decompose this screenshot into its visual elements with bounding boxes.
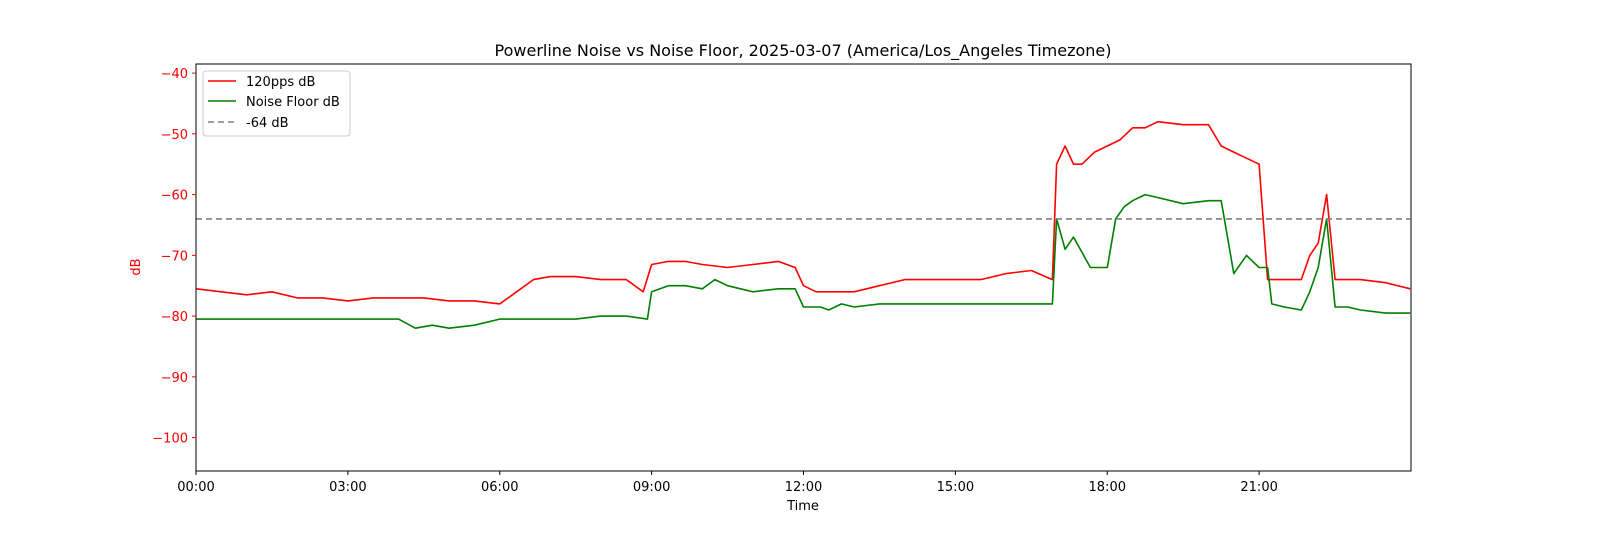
legend-label-reference: -64 dB (246, 116, 289, 131)
legend-label-floor: Noise Floor dB (246, 95, 340, 110)
x-tick-label: 15:00 (937, 480, 974, 495)
y-tick-label: −40 (161, 67, 188, 82)
y-tick-label: −80 (161, 310, 188, 325)
y-axis: −40 −50 −60 −70 −80 −90 −100 (152, 67, 196, 447)
legend: 120pps dB Noise Floor dB -64 dB (202, 70, 351, 137)
x-tick-label: 00:00 (177, 480, 214, 495)
x-axis-label: Time (786, 499, 819, 514)
series-layer (195, 120, 1411, 330)
x-tick-label: 21:00 (1240, 480, 1277, 495)
y-tick-label: −100 (152, 432, 188, 447)
x-tick-label: 18:00 (1089, 480, 1126, 495)
x-tick-label: 09:00 (633, 480, 670, 495)
y-tick-label: −50 (161, 128, 188, 143)
x-axis: 00:00 03:00 06:00 09:00 12:00 15:00 18:00 21:00 (177, 471, 1278, 495)
legend-label-noise: 120pps dB (246, 75, 315, 90)
chart-title: Powerline Noise vs Noise Floor, 2025-03-… (495, 41, 1112, 61)
x-tick-label: 12:00 (785, 480, 822, 495)
y-tick-label: −60 (161, 189, 188, 204)
series-line-120pps (195, 120, 1411, 305)
y-tick-label: −90 (161, 371, 188, 386)
x-tick-label: 06:00 (481, 480, 518, 495)
legend-box (202, 70, 351, 137)
x-tick-label: 03:00 (329, 480, 366, 495)
y-axis-label: dB (129, 258, 144, 275)
series-line-noise-floor (196, 193, 1411, 330)
y-tick-label: −70 (161, 249, 188, 264)
